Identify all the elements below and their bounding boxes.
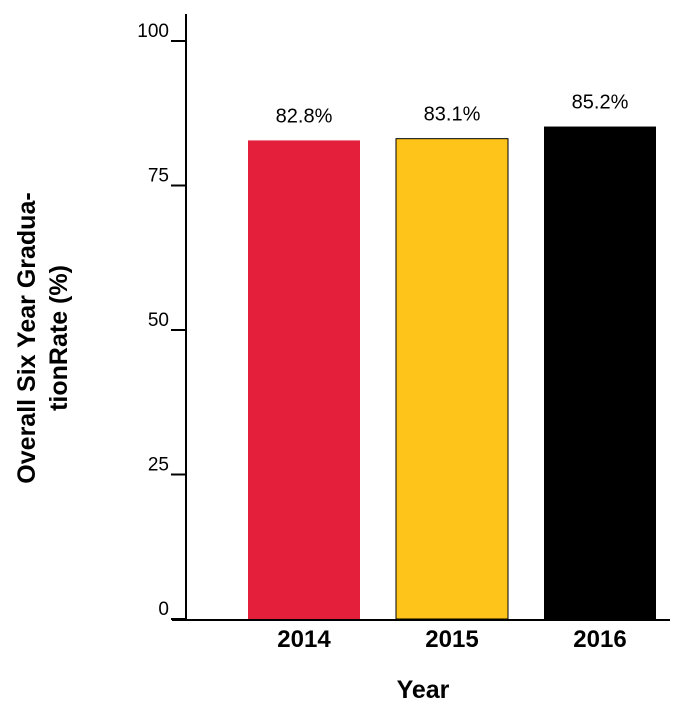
y-axis-ticks: 0 25 50 75 100 [137,21,186,620]
x-tick-label-2015: 2015 [425,626,478,653]
y-tick-label: 100 [137,21,169,42]
data-label-2016: 85.2% [572,92,629,114]
data-labels: 82.8% 83.1% 85.2% [276,92,629,128]
data-label-2015: 83.1% [424,104,481,126]
bars [248,126,656,620]
data-label-2014: 82.8% [276,105,333,127]
bar-2015 [395,138,509,620]
y-axis-title-line-1: Overall Six Year Gradua- [13,192,41,483]
y-tick-label: 0 [158,599,169,620]
y-axis-title: Overall Six Year Gradua- tionRate (%) [13,192,73,483]
y-tick-label: 50 [148,310,169,331]
y-axis-title-line-2: tionRate (%) [45,265,73,411]
x-axis-title: Year [397,676,450,704]
x-tick-label-2014: 2014 [277,626,331,653]
y-tick-label: 75 [148,166,169,187]
bar-2014 [248,140,360,619]
y-tick-label: 25 [148,455,169,476]
bar-2016 [544,126,656,619]
x-tick-label-2016: 2016 [573,626,626,653]
x-axis-tick-labels: 2014 2015 2016 [277,626,626,653]
